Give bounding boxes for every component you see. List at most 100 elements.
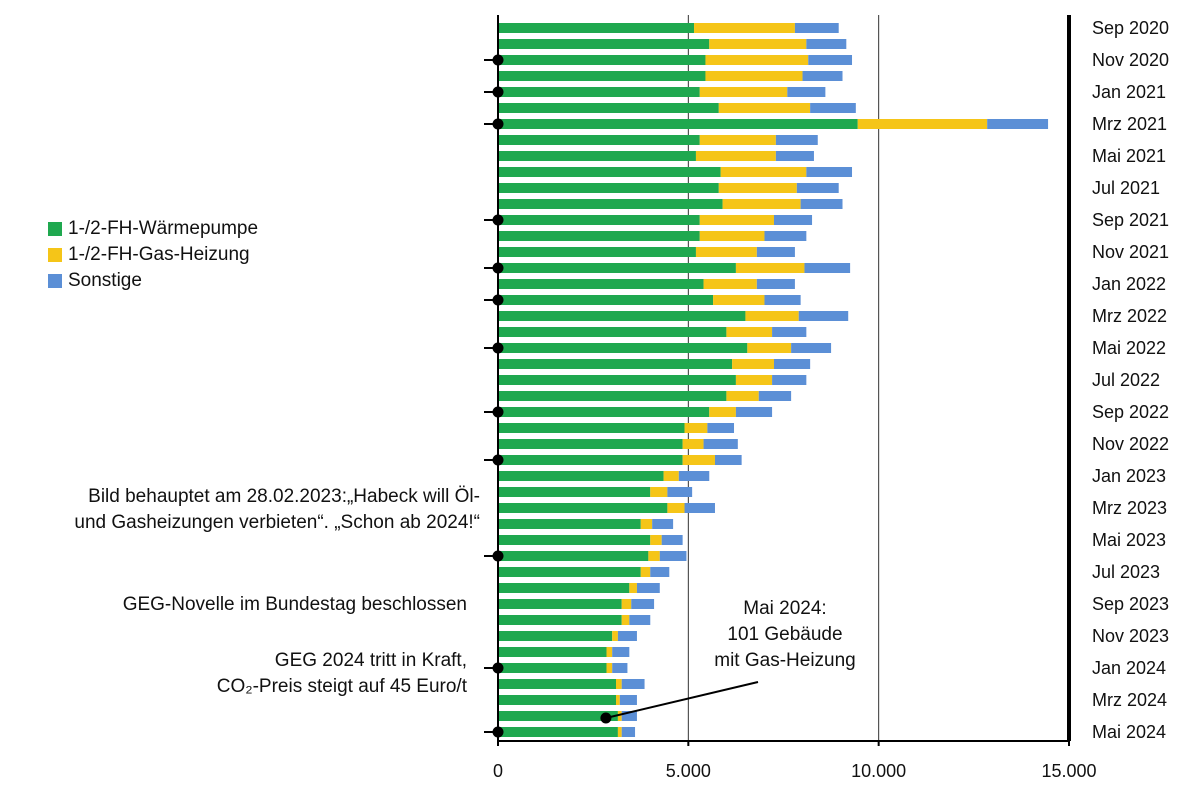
bar-sonstige-29 <box>667 487 693 497</box>
month-label-12: Sep 2022 <box>1092 402 1169 422</box>
bar-sonstige-18 <box>798 311 849 321</box>
legend-label-gas: 1-/2-FH-Gas-Heizung <box>68 244 250 265</box>
bar-sonstige-9 <box>806 167 853 177</box>
month-label-17: Jul 2023 <box>1092 562 1160 582</box>
bar-waermepumpe-24 <box>498 407 710 417</box>
bar-sonstige-33 <box>659 551 687 561</box>
bar-gas-18 <box>745 311 799 321</box>
bar-sonstige-37 <box>629 615 651 625</box>
bar-sonstige-17 <box>764 295 801 305</box>
callout-layer <box>600 681 759 724</box>
bar-gas-6 <box>857 119 988 129</box>
bar-waermepumpe-30 <box>498 503 668 513</box>
bar-gas-21 <box>732 359 774 369</box>
bar-gas-35 <box>629 583 637 593</box>
bar-waermepumpe-38 <box>498 631 613 641</box>
month-label-15: Mrz 2023 <box>1092 498 1167 518</box>
bar-waermepumpe-9 <box>498 167 721 177</box>
bar-sonstige-44 <box>621 727 636 737</box>
bar-sonstige-39 <box>612 647 630 657</box>
bar-waermepumpe-25 <box>498 423 685 433</box>
bar-sonstige-24 <box>735 407 773 417</box>
month-label-1: Nov 2020 <box>1092 50 1169 70</box>
bar-gas-5 <box>718 103 811 113</box>
bar-gas-9 <box>720 167 807 177</box>
month-label-6: Sep 2021 <box>1092 210 1169 230</box>
bar-sonstige-26 <box>703 439 738 449</box>
bar-gas-32 <box>650 535 662 545</box>
event-marker-dot-9 <box>492 550 504 562</box>
bar-gas-28 <box>663 471 679 481</box>
bar-sonstige-40 <box>612 663 628 673</box>
bar-sonstige-23 <box>758 391 792 401</box>
bar-sonstige-34 <box>650 567 670 577</box>
bar-gas-37 <box>621 615 630 625</box>
annotation-geg-novelle-line-1: GEG-Novelle im Bundestag beschlossen <box>122 594 467 615</box>
bar-waermepumpe-2 <box>498 55 706 65</box>
bar-sonstige-42 <box>619 695 637 705</box>
legend-swatch-waermepumpe <box>48 222 62 236</box>
bar-gas-19 <box>726 327 773 337</box>
x-tick-label-0: 0 <box>493 761 503 781</box>
annotation-geg-novelle: GEG-Novelle im Bundestag beschlossen <box>123 592 467 618</box>
bar-gas-15 <box>735 263 805 273</box>
bar-gas-41 <box>616 679 622 689</box>
event-marker-dot-7 <box>492 406 504 418</box>
month-label-2: Jan 2021 <box>1092 82 1166 102</box>
bar-gas-26 <box>682 439 704 449</box>
bar-gas-10 <box>718 183 797 193</box>
bar-sonstige-12 <box>773 215 813 225</box>
legend-item-gas: 1-/2-FH-Gas-Heizung <box>48 242 258 268</box>
month-label-5: Jul 2021 <box>1092 178 1160 198</box>
bar-waermepumpe-39 <box>498 647 607 657</box>
bar-sonstige-41 <box>621 679 645 689</box>
bar-gas-43 <box>617 711 622 721</box>
bar-sonstige-15 <box>804 263 851 273</box>
bar-sonstige-13 <box>764 231 807 241</box>
axes-layer <box>497 15 1071 746</box>
bar-sonstige-35 <box>636 583 660 593</box>
bar-gas-38 <box>612 631 618 641</box>
bar-waermepumpe-6 <box>498 119 858 129</box>
annotation-mai-2024-line-1: Mai 2024: <box>743 598 827 619</box>
bar-sonstige-7 <box>775 135 818 145</box>
annotation-mai-2024: Mai 2024: 101 Gebäude mit Gas-Heizung <box>710 596 860 674</box>
bar-gas-12 <box>699 215 774 225</box>
bar-waermepumpe-32 <box>498 535 651 545</box>
annotation-mai-2024-line-2: 101 Gebäude <box>727 624 843 645</box>
legend-item-waermepumpe: 1-/2-FH-Wärmepumpe <box>48 216 258 242</box>
bar-waermepumpe-21 <box>498 359 733 369</box>
month-label-22: Mai 2024 <box>1092 722 1166 742</box>
bar-waermepumpe-19 <box>498 327 727 337</box>
bar-waermepumpe-3 <box>498 71 706 81</box>
bar-sonstige-4 <box>787 87 826 97</box>
bar-waermepumpe-34 <box>498 567 641 577</box>
annotation-geg-2024-line-2: CO₂-Preis steigt auf 45 Euro/t <box>216 676 467 697</box>
bar-waermepumpe-42 <box>498 695 617 705</box>
x-tick-label-2: 10.000 <box>851 761 906 781</box>
bar-sonstige-6 <box>987 119 1049 129</box>
bar-waermepumpe-11 <box>498 199 723 209</box>
bar-waermepumpe-26 <box>498 439 683 449</box>
bar-waermepumpe-40 <box>498 663 607 673</box>
bar-waermepumpe-31 <box>498 519 641 529</box>
bar-waermepumpe-22 <box>498 375 736 385</box>
month-label-11: Jul 2022 <box>1092 370 1160 390</box>
bar-gas-1 <box>709 39 807 49</box>
bar-gas-25 <box>684 423 708 433</box>
bar-gas-42 <box>616 695 620 705</box>
bar-sonstige-1 <box>806 39 847 49</box>
annotation-geg-2024-line-1: GEG 2024 tritt in Kraft, <box>274 650 467 671</box>
bar-waermepumpe-15 <box>498 263 736 273</box>
bar-sonstige-11 <box>800 199 843 209</box>
bar-waermepumpe-36 <box>498 599 622 609</box>
month-label-8: Jan 2022 <box>1092 274 1166 294</box>
bar-waermepumpe-20 <box>498 343 748 353</box>
bar-gas-17 <box>713 295 765 305</box>
event-marker-dot-0 <box>492 54 504 66</box>
bar-gas-11 <box>722 199 801 209</box>
bar-gas-7 <box>699 135 776 145</box>
bar-gas-31 <box>640 519 653 529</box>
bar-sonstige-2 <box>808 55 853 65</box>
